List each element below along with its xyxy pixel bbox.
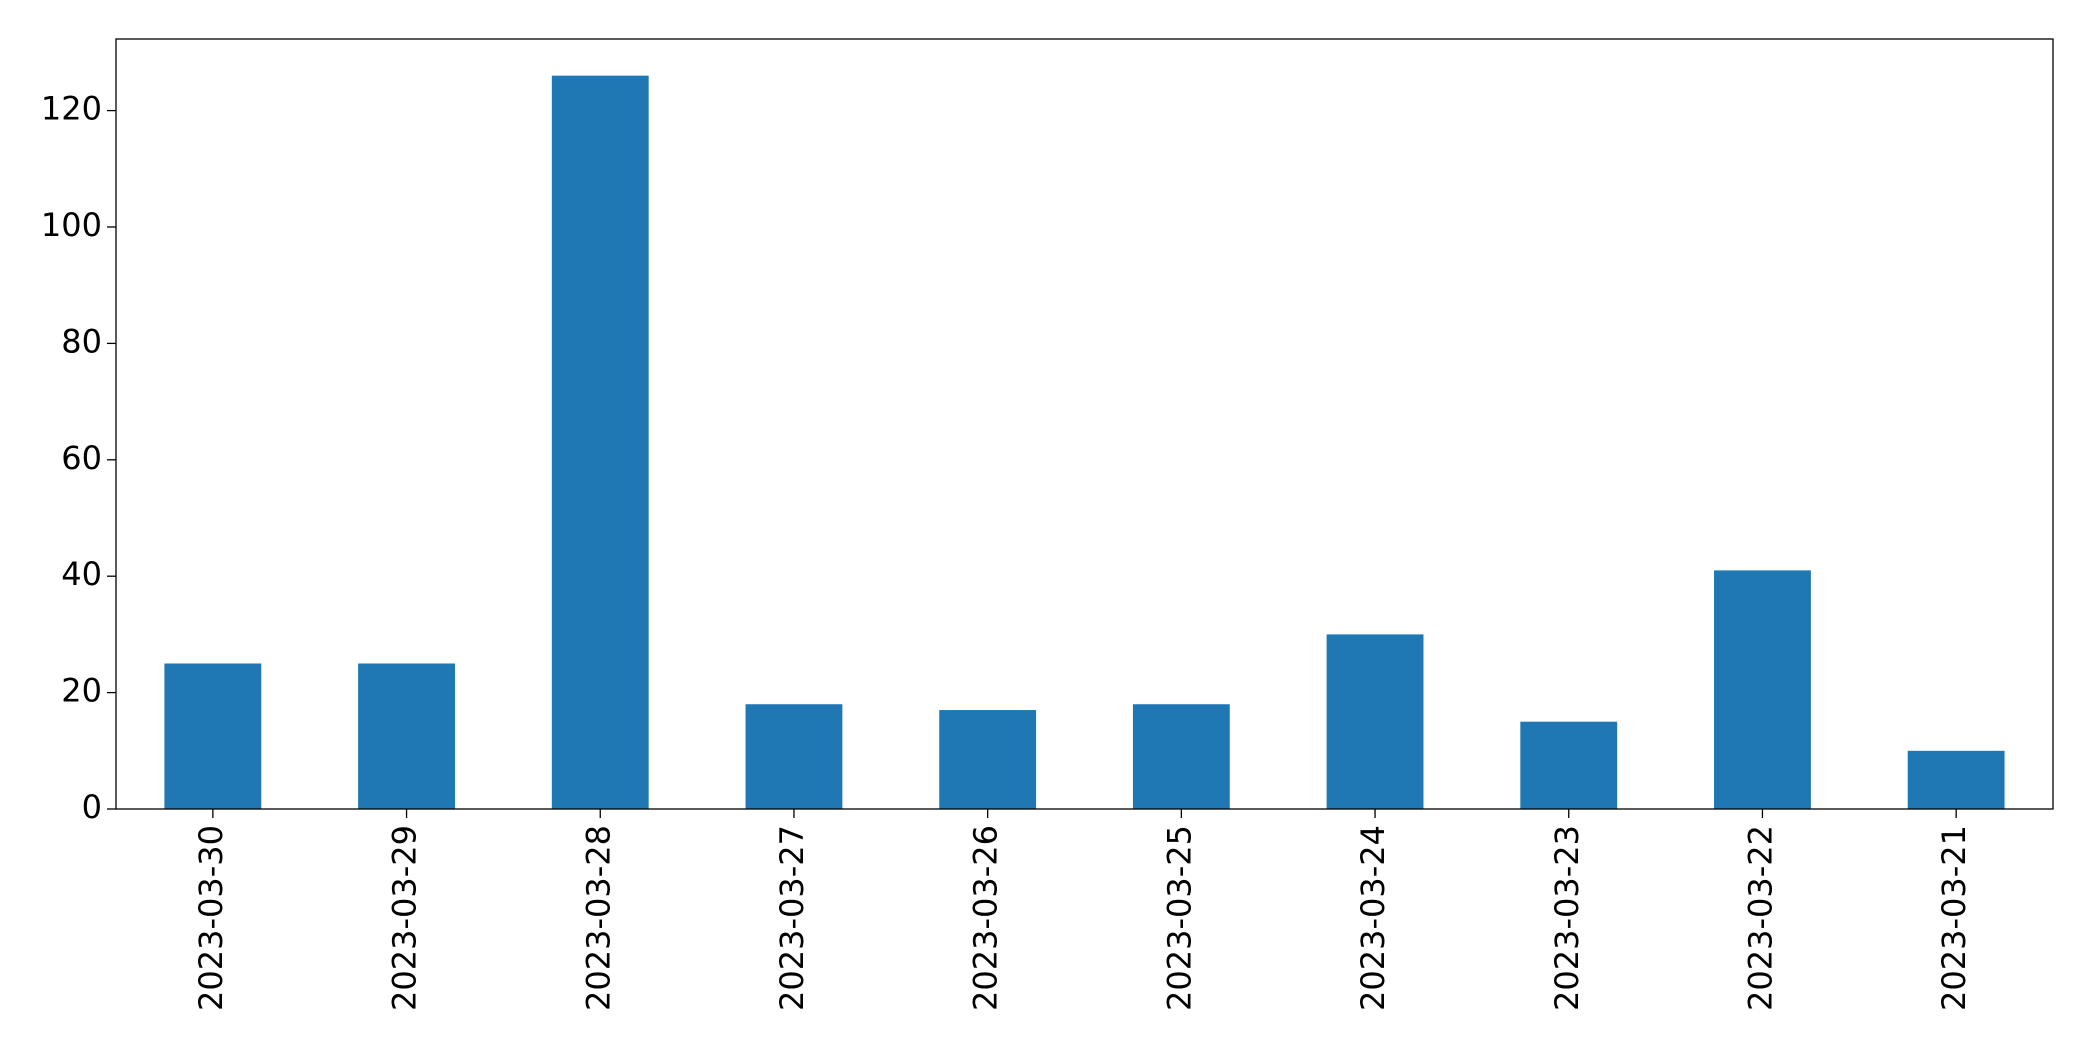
bar (745, 704, 843, 809)
y-tick-label: 40 (61, 555, 102, 593)
y-tick-label: 120 (41, 90, 102, 128)
x-tick-label: 2023-03-22 (1741, 825, 1779, 1011)
y-tick-label: 80 (61, 322, 102, 360)
bar (1907, 750, 2005, 809)
bar (1520, 721, 1618, 809)
y-tick-label: 60 (61, 439, 102, 477)
x-tick-label: 2023-03-26 (967, 825, 1005, 1011)
bar (1714, 570, 1811, 809)
x-tick-label: 2023-03-29 (386, 825, 424, 1011)
y-tick-label: 0 (82, 788, 102, 826)
x-tick-label: 2023-03-24 (1354, 825, 1392, 1011)
x-tick-label: 2023-03-21 (1935, 825, 1973, 1011)
bar (164, 663, 262, 809)
bar (358, 663, 455, 809)
y-tick-label: 20 (61, 672, 102, 710)
x-tick-label: 2023-03-23 (1548, 825, 1586, 1011)
x-tick-label: 2023-03-30 (192, 825, 230, 1011)
plot-frame (115, 38, 2054, 810)
bar (1326, 634, 1424, 809)
bar (1132, 704, 1230, 809)
x-tick-label: 2023-03-25 (1160, 825, 1198, 1011)
x-tick-label: 2023-03-27 (773, 825, 811, 1011)
bar (551, 75, 649, 809)
bar (939, 710, 1037, 809)
y-tick-label: 100 (41, 206, 102, 244)
x-tick-label: 2023-03-28 (579, 825, 617, 1011)
